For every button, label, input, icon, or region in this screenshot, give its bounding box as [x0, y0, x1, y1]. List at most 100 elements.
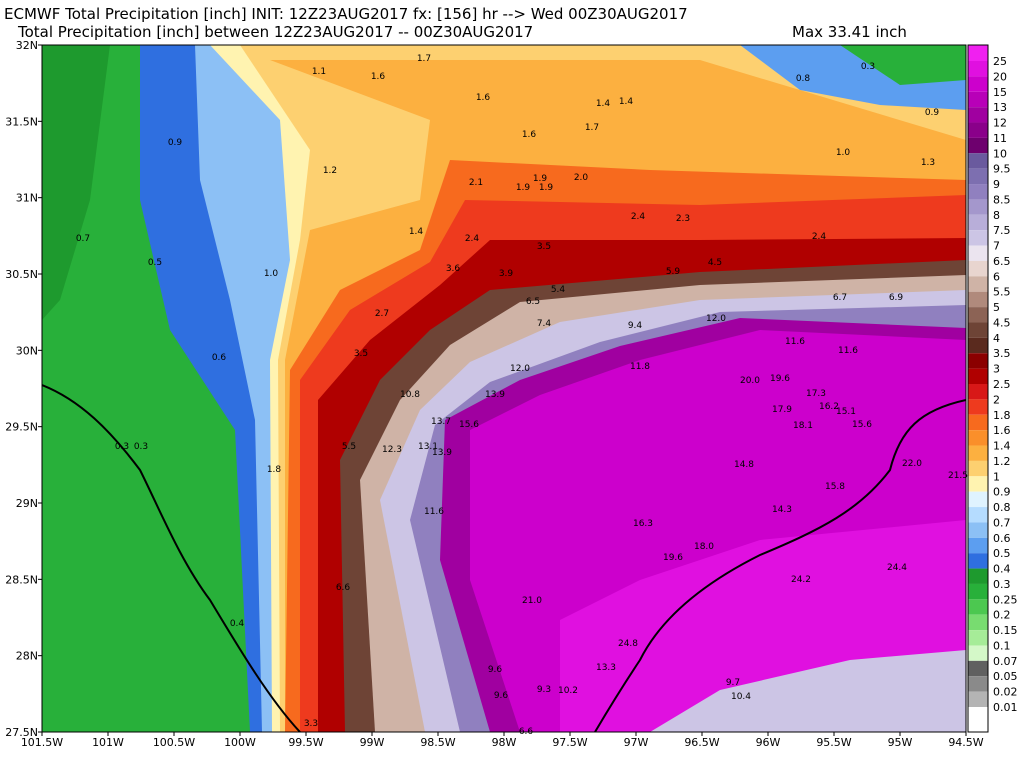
colorbar-label: 1.6	[993, 424, 1011, 437]
colorbar-label: 3.5	[993, 347, 1011, 360]
precip-value: 0.3	[134, 442, 148, 452]
colorbar-box	[968, 214, 988, 231]
lat-label: 32N	[16, 39, 38, 52]
colorbar-box	[968, 45, 988, 61]
lon-label: 97.5W	[552, 736, 587, 749]
colorbar-label: 0.6	[993, 532, 1011, 545]
colorbar-box	[968, 76, 988, 92]
colorbar-label: 6	[993, 270, 1000, 283]
colorbar-label: 0.9	[993, 486, 1011, 499]
colorbar-label: 0.7	[993, 516, 1011, 529]
lat-label: 27.5N	[5, 726, 38, 739]
lon-label: 96.5W	[684, 736, 719, 749]
lon-label: 98.5W	[420, 736, 455, 749]
lat-label: 28N	[16, 650, 38, 663]
precip-value: 0.5	[148, 258, 162, 268]
precip-value: 3.5	[537, 242, 551, 252]
colorbar-box	[968, 491, 988, 508]
header-line2: Total Precipitation [inch] between 12Z23…	[17, 23, 533, 41]
precip-value: 14.3	[772, 505, 792, 515]
colorbar-box	[968, 476, 988, 492]
colorbar-box	[968, 691, 988, 707]
precip-value: 12.0	[510, 364, 530, 374]
colorbar-label: 7	[993, 240, 1000, 253]
precip-value: 16.3	[633, 519, 653, 529]
colorbar-label: 0.8	[993, 501, 1011, 514]
precip-value: 9.3	[537, 685, 551, 695]
colorbar-label: 0.07	[993, 655, 1018, 668]
precip-value: 1.4	[409, 227, 424, 237]
precip-value: 6.7	[833, 293, 847, 303]
colorbar-box	[968, 337, 988, 354]
colorbar-label: 1.4	[993, 440, 1011, 453]
precip-value: 1.4	[596, 99, 611, 109]
colorbar-label: 2.5	[993, 378, 1011, 391]
lon-label: 94.5W	[948, 736, 983, 749]
precip-value: 24.8	[618, 639, 638, 649]
colorbar-label: 8.5	[993, 193, 1011, 206]
precip-value: 1.6	[371, 72, 386, 82]
precip-value: 24.4	[887, 563, 907, 573]
precip-value: 22.0	[902, 459, 922, 469]
precip-value: 5.5	[342, 442, 356, 452]
colorbar-box	[968, 583, 988, 600]
precip-value: 1.7	[585, 123, 599, 133]
colorbar-label: 15	[993, 86, 1007, 99]
colorbar-box	[968, 507, 988, 523]
colorbar-box	[968, 184, 988, 200]
colorbar-box	[968, 368, 988, 384]
precip-value: 0.4	[230, 619, 245, 629]
lat-label: 29N	[16, 497, 38, 510]
lon-label: 100W	[224, 736, 256, 749]
precip-value: 11.8	[630, 362, 650, 372]
precip-value: 0.3	[115, 442, 129, 452]
precip-value: 1.3	[921, 158, 935, 168]
colorbar-label: 0.01	[993, 701, 1018, 714]
precip-value: 21.5	[948, 471, 968, 481]
colorbar-box	[968, 384, 988, 400]
lat-label: 30N	[16, 344, 38, 357]
precip-value: 13.9	[485, 390, 505, 400]
precip-value: 15.6	[852, 420, 872, 430]
colorbar-label: 6.5	[993, 255, 1011, 268]
colorbar-box	[968, 291, 988, 308]
lon-label: 100.5W	[153, 736, 195, 749]
colorbar-box	[968, 307, 988, 323]
colorbar-label: 0.2	[993, 609, 1011, 622]
colorbar-box	[968, 245, 988, 261]
colorbar-box	[968, 614, 988, 631]
precip-value: 13.3	[596, 663, 616, 673]
precip-value: 11.6	[424, 507, 444, 517]
precip-value: 18.1	[793, 421, 813, 431]
precip-value: 1.2	[323, 166, 337, 176]
lon-label: 101.5W	[21, 736, 63, 749]
colorbar-label: 5.5	[993, 286, 1011, 299]
precip-value: 2.4	[465, 234, 480, 244]
colorbar-label: 13	[993, 101, 1007, 114]
precip-value: 21.0	[522, 596, 542, 606]
precip-value: 0.6	[212, 353, 227, 363]
precip-value: 2.7	[375, 309, 389, 319]
colorbar-label: 0.15	[993, 624, 1018, 637]
precip-value: 12.0	[706, 314, 726, 324]
colorbar-label: 9.5	[993, 163, 1011, 176]
colorbar-box	[968, 91, 988, 108]
precip-value: 5.4	[551, 285, 566, 295]
precip-value: 3.9	[499, 269, 514, 279]
precip-value: 2.3	[676, 214, 690, 224]
precip-value: 18.0	[694, 542, 714, 552]
colorbar-label: 3	[993, 363, 1000, 376]
colorbar-label: 9	[993, 178, 1000, 191]
header-line1: ECMWF Total Precipitation [inch] INIT: 1…	[4, 5, 688, 23]
lon-label: 95W	[888, 736, 913, 749]
precip-value: 13.9	[432, 448, 452, 458]
precip-value: 6.9	[889, 293, 904, 303]
precip-value: 2.4	[631, 212, 646, 222]
colorbar-box	[968, 660, 988, 677]
precip-value: 3.5	[354, 349, 368, 359]
precip-value: 24.2	[791, 575, 811, 585]
precip-value: 11.6	[838, 346, 858, 356]
lon-label: 99W	[360, 736, 385, 749]
precip-value: 0.3	[861, 62, 875, 72]
